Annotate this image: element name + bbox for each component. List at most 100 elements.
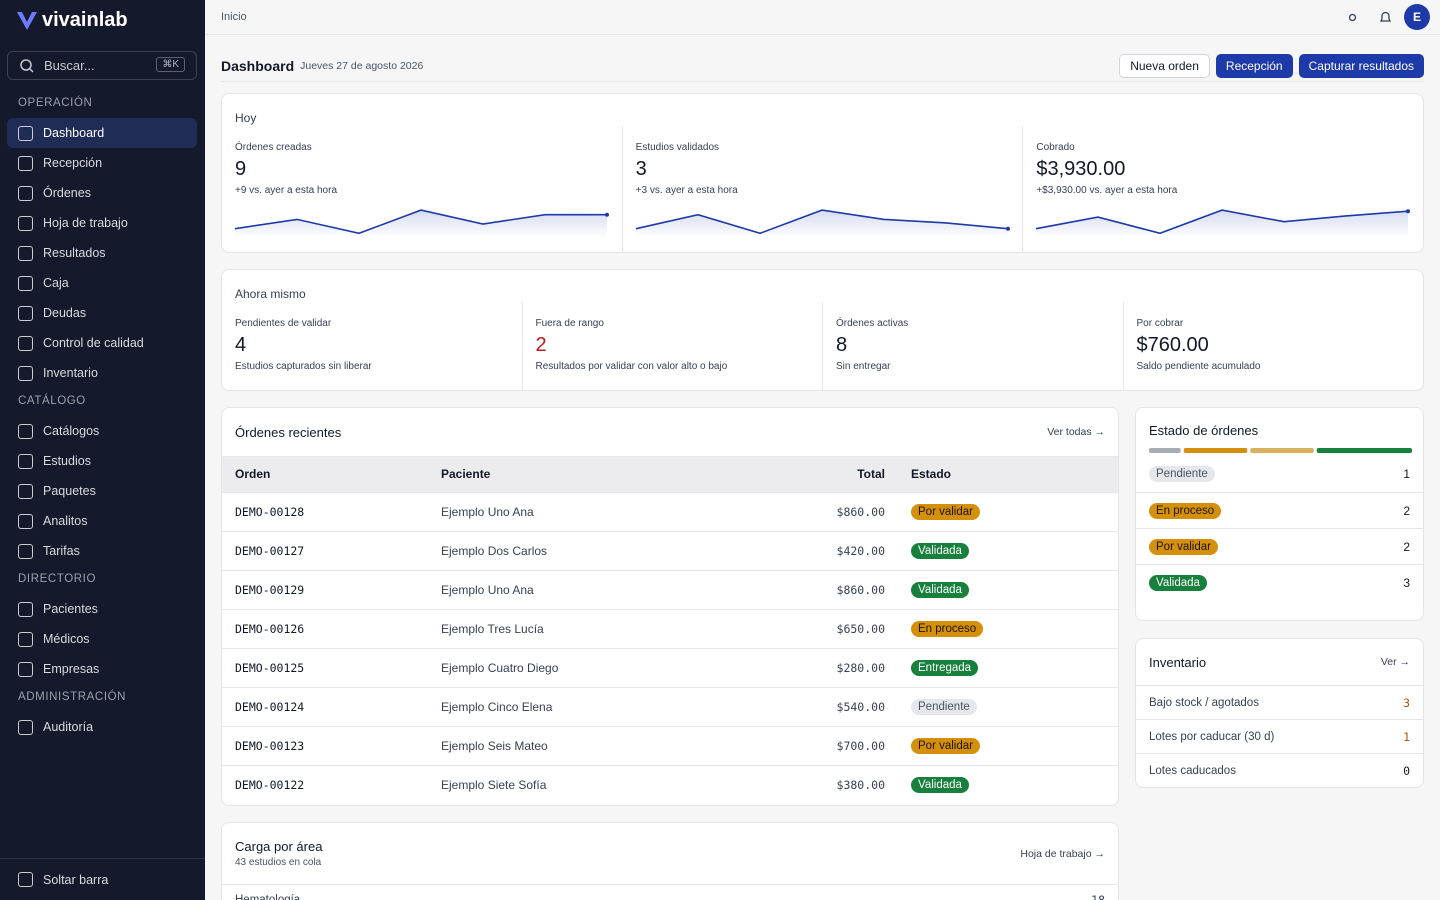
action-button[interactable]: Capturar resultados bbox=[1298, 53, 1424, 78]
page-date: Jueves 27 de agosto 2026 bbox=[300, 59, 424, 72]
status-badge: Validada bbox=[1149, 574, 1207, 591]
worksheet-link[interactable]: Hoja de trabajo → bbox=[1020, 847, 1105, 860]
order-row[interactable]: DEMO-00123 Ejemplo Seis Mateo $700.00 Por v… bbox=[222, 725, 1118, 765]
metric-value: 9 bbox=[235, 158, 247, 180]
nav-item[interactable]: Resultados bbox=[7, 238, 197, 268]
card-title: Inventario bbox=[1149, 654, 1207, 670]
card-header: Carga por área 43 estudios en cola Hoja d… bbox=[222, 823, 1118, 885]
metric: Por cobrar $760.00 Saldo pendiente acumula… bbox=[1122, 302, 1424, 390]
main: Inicio E Dashboard Jueves 27 de agosto 2… bbox=[205, 0, 1440, 900]
metric-label: Estudios validados bbox=[635, 142, 720, 153]
nav-item[interactable]: Tarifas bbox=[7, 536, 197, 566]
card-title: Estado de órdenes bbox=[1149, 423, 1259, 438]
metric-label: Órdenes creadas bbox=[235, 142, 312, 153]
nav-label: Analitos bbox=[43, 514, 88, 528]
theme-toggle[interactable] bbox=[1346, 11, 1359, 24]
shortcut: ⌘K bbox=[156, 57, 185, 72]
collapse-sidebar[interactable]: Soltar barra bbox=[0, 858, 205, 900]
order-row[interactable]: DEMO-00126 Ejemplo Tres Lucía $650.00 En pr… bbox=[222, 608, 1118, 648]
status-cell: Validada bbox=[898, 764, 1118, 804]
metric-value: 8 bbox=[836, 334, 848, 356]
search-icon bbox=[20, 59, 34, 73]
nav-item[interactable]: Médicos bbox=[7, 624, 197, 654]
nav-icon bbox=[18, 305, 33, 321]
status-segment bbox=[1183, 448, 1248, 453]
status-cell: Validada bbox=[898, 530, 1118, 570]
nav-icon bbox=[18, 543, 33, 559]
nav-item[interactable]: Caja bbox=[7, 268, 197, 298]
nav-label: Paquetes bbox=[43, 484, 96, 498]
card-title: Carga por área bbox=[235, 839, 323, 854]
see-all[interactable]: Ver todas → bbox=[1047, 426, 1105, 438]
metric: Órdenes creadas 9 +9 vs. ayer a esta hora bbox=[222, 126, 622, 252]
sparkline-line bbox=[1036, 209, 1409, 235]
nav-icon bbox=[18, 513, 33, 529]
sidebar: vivainlab Buscar... ⌘K OPERACIÓN Dashboar… bbox=[0, 0, 205, 900]
metric-value: $3,930.00 bbox=[1036, 158, 1126, 180]
action-button[interactable]: Recepción bbox=[1215, 53, 1293, 78]
notifications[interactable] bbox=[1379, 11, 1392, 24]
status-badge: En proceso bbox=[911, 620, 984, 637]
nav-item[interactable]: Catálogos bbox=[7, 416, 197, 446]
metric-value: 2 bbox=[535, 334, 547, 356]
order-row[interactable]: DEMO-00122 Ejemplo Siete Sofía $380.00 Vali… bbox=[222, 764, 1118, 804]
nav-item[interactable]: Hoja de trabajo bbox=[7, 208, 197, 238]
nav-item[interactable]: Control de calidad bbox=[7, 328, 197, 358]
metric: Cobrado $3,930.00 +$3,930.00 vs. ayer a es… bbox=[1022, 126, 1423, 252]
breadcrumb[interactable]: Inicio bbox=[221, 11, 247, 23]
inventory-value: 3 bbox=[1403, 695, 1410, 710]
metric-note: Saldo pendiente acumulado bbox=[1136, 361, 1261, 372]
nav-item[interactable]: Órdenes bbox=[7, 178, 197, 208]
orders-table: Orden Paciente Total Estado DEMO-00128 Ejempl… bbox=[222, 457, 1118, 804]
order-row[interactable]: DEMO-00128 Ejemplo Uno Ana $860.00 Por vali… bbox=[222, 491, 1118, 531]
card-header: Inventario Ver → bbox=[1136, 639, 1423, 686]
nav-item[interactable]: Paquetes bbox=[7, 476, 197, 506]
status-count: 1 bbox=[1403, 467, 1410, 481]
load-row: Hematología 18 bbox=[222, 885, 1118, 900]
nav-section: OPERACIÓN bbox=[18, 97, 93, 109]
nav-icon bbox=[18, 661, 33, 677]
status-badge: Por validar bbox=[1149, 538, 1218, 555]
nav-item[interactable]: Dashboard bbox=[7, 118, 197, 148]
order-id: DEMO-00123 bbox=[222, 725, 428, 765]
nav-item[interactable]: Inventario bbox=[7, 358, 197, 388]
nav-item[interactable]: Deudas bbox=[7, 298, 197, 328]
nav-icon bbox=[18, 245, 33, 261]
nav-item[interactable]: Pacientes bbox=[7, 594, 197, 624]
status-bar bbox=[1149, 448, 1412, 453]
nav-icon bbox=[18, 275, 33, 291]
brand: vivainlab bbox=[16, 9, 128, 32]
nav-item[interactable]: Estudios bbox=[7, 446, 197, 476]
nav-icon bbox=[18, 365, 33, 381]
status-cell: Por validar bbox=[898, 725, 1118, 765]
footer-label: Soltar barra bbox=[43, 872, 109, 887]
nav-icon bbox=[18, 155, 33, 171]
metric-label: Fuera de rango bbox=[535, 318, 604, 329]
nav-label: Inventario bbox=[43, 366, 98, 380]
search[interactable]: Buscar... ⌘K bbox=[7, 51, 197, 80]
order-row[interactable]: DEMO-00129 Ejemplo Uno Ana $860.00 Validada bbox=[222, 569, 1118, 609]
area-count: 18 bbox=[1091, 893, 1105, 900]
nav-icon bbox=[18, 631, 33, 647]
inventory-label: Lotes caducados bbox=[1149, 764, 1236, 777]
order-row[interactable]: DEMO-00125 Ejemplo Cuatro Diego $280.00 Ent… bbox=[222, 647, 1118, 687]
nav-item[interactable]: Empresas bbox=[7, 654, 197, 684]
sparkline-line bbox=[635, 209, 1008, 235]
nav-icon bbox=[18, 423, 33, 439]
see-inventory[interactable]: Ver → bbox=[1380, 656, 1410, 668]
nav-icon bbox=[18, 125, 33, 141]
total: $420.00 bbox=[737, 530, 898, 570]
order-row[interactable]: DEMO-00127 Ejemplo Dos Carlos $420.00 Valid… bbox=[222, 530, 1118, 570]
nav-item[interactable]: Auditoría bbox=[7, 712, 197, 742]
nav-item[interactable]: Analitos bbox=[7, 506, 197, 536]
nav: OPERACIÓN Dashboard Recepción Órdenes Hoja d… bbox=[7, 90, 197, 742]
page-header: Dashboard Jueves 27 de agosto 2026 Nueva… bbox=[221, 50, 1424, 82]
avatar[interactable]: E bbox=[1404, 4, 1430, 30]
status-badge: Pendiente bbox=[1149, 466, 1215, 482]
action-button[interactable]: Nueva orden bbox=[1119, 53, 1210, 78]
nav-label: Control de calidad bbox=[43, 336, 144, 350]
order-row[interactable]: DEMO-00124 Ejemplo Cinco Elena $540.00 Pend… bbox=[222, 686, 1118, 726]
inventory-row: Lotes caducados 0 bbox=[1136, 753, 1423, 787]
total: $540.00 bbox=[737, 686, 898, 726]
nav-item[interactable]: Recepción bbox=[7, 148, 197, 178]
